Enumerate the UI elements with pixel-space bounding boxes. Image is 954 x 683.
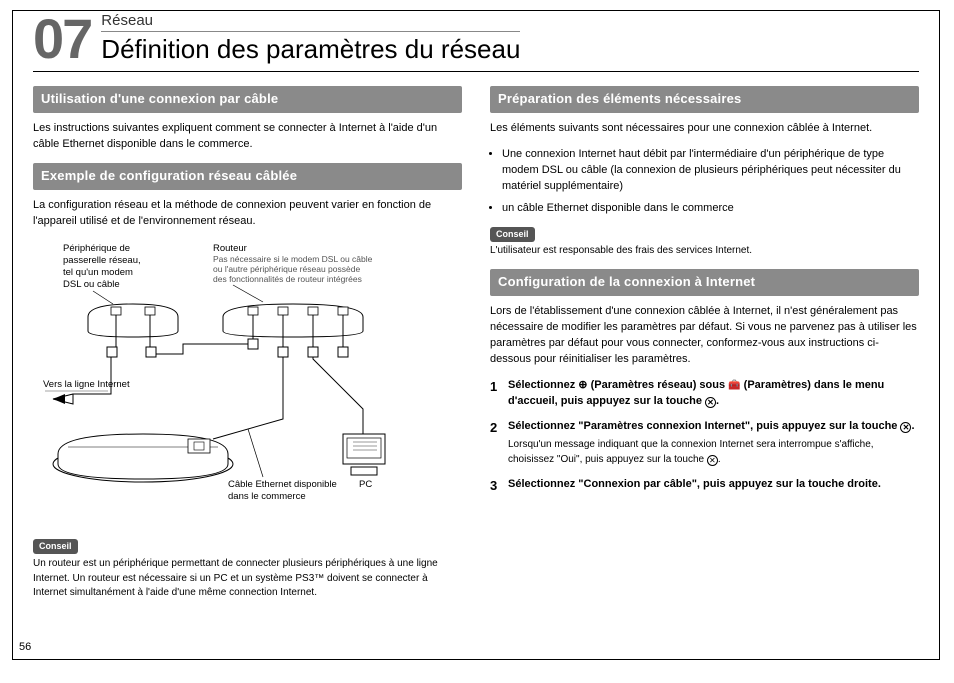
step-2-sub: Lorsqu'un message indiquant que la conne… <box>508 438 919 467</box>
tip-badge: Conseil <box>490 227 535 242</box>
x-button-icon: ✕ <box>707 455 718 466</box>
cable-usage-body: Les instructions suivantes expliquent co… <box>33 121 462 153</box>
svg-text:DSL ou câble: DSL ou câble <box>63 279 120 290</box>
pc-icon <box>343 434 385 475</box>
internet-config-body: Lors de l'établissement d'une connexion … <box>490 304 919 368</box>
svg-text:Câble Ethernet disponible: Câble Ethernet disponible <box>228 479 337 490</box>
step-2-text: Sélectionnez "Paramètres connexion Inter… <box>508 420 915 432</box>
section-internet-config: Configuration de la connexion à Internet <box>490 269 919 296</box>
x-button-icon: ✕ <box>705 397 716 408</box>
svg-text:PC: PC <box>359 479 372 490</box>
header-text: Réseau Définition des paramètres du rése… <box>101 12 520 67</box>
step-3: 3 Sélectionnez "Connexion par câble", pu… <box>490 477 919 496</box>
chapter-number: 07 <box>33 11 91 67</box>
gateway-device-icon <box>88 304 178 337</box>
manual-page: 07 Réseau Définition des paramètres du r… <box>12 10 940 660</box>
steps-list: 1 Sélectionnez (Paramètres réseau) sous … <box>490 378 919 497</box>
content-columns: Utilisation d'une connexion par câble Le… <box>33 86 919 611</box>
svg-text:passerelle réseau,: passerelle réseau, <box>63 255 141 266</box>
preparation-body: Les éléments suivants sont nécessaires p… <box>490 121 919 137</box>
config-example-body: La configuration réseau et la méthode de… <box>33 198 462 230</box>
console-icon <box>53 434 233 482</box>
section-cable-usage: Utilisation d'une connexion par câble <box>33 86 462 113</box>
fees-tip: L'utilisateur est responsable des frais … <box>490 244 919 259</box>
step-3-text: Sélectionnez "Connexion par câble", puis… <box>508 478 881 490</box>
gateway-label: Périphérique de <box>63 243 130 254</box>
page-header: 07 Réseau Définition des paramètres du r… <box>33 11 919 72</box>
svg-text:Vers la ligne Internet: Vers la ligne Internet <box>43 379 130 390</box>
list-item: un câble Ethernet disponible dans le com… <box>502 201 919 217</box>
category-label: Réseau <box>101 12 520 32</box>
section-preparation: Préparation des éléments nécessaires <box>490 86 919 113</box>
right-column: Préparation des éléments nécessaires Les… <box>490 86 919 611</box>
svg-text:ou l'autre périphérique réseau: ou l'autre périphérique réseau possède <box>213 264 360 274</box>
step-1: 1 Sélectionnez (Paramètres réseau) sous … <box>490 378 919 410</box>
step-2: 2 Sélectionnez "Paramètres connexion Int… <box>490 419 919 467</box>
list-item: Une connexion Internet haut débit par l'… <box>502 147 919 195</box>
step-1-text: Sélectionnez (Paramètres réseau) sous (P… <box>508 379 884 407</box>
toolbox-icon <box>728 379 740 391</box>
svg-text:dans le commerce: dans le commerce <box>228 491 306 502</box>
router-device-icon <box>223 304 363 337</box>
section-config-example: Exemple de configuration réseau câblée <box>33 163 462 190</box>
svg-text:Routeur: Routeur <box>213 243 247 254</box>
network-diagram: Périphérique de passerelle réseau, tel q… <box>33 239 462 529</box>
left-column: Utilisation d'une connexion par câble Le… <box>33 86 462 611</box>
svg-text:Pas nécessaire si le modem DSL: Pas nécessaire si le modem DSL ou câble <box>213 254 373 264</box>
svg-text:des fonctionnalités de routeur: des fonctionnalités de routeur intégrées <box>213 274 362 284</box>
router-tip: Un routeur est un périphérique permettan… <box>33 557 462 601</box>
tip-badge: Conseil <box>33 539 78 554</box>
page-number: 56 <box>19 641 31 653</box>
globe-icon <box>578 379 587 391</box>
preparation-list: Une connexion Internet haut débit par l'… <box>490 147 919 217</box>
page-title: Définition des paramètres du réseau <box>101 34 520 65</box>
svg-text:tel qu'un modem: tel qu'un modem <box>63 267 133 278</box>
x-button-icon: ✕ <box>900 422 911 433</box>
